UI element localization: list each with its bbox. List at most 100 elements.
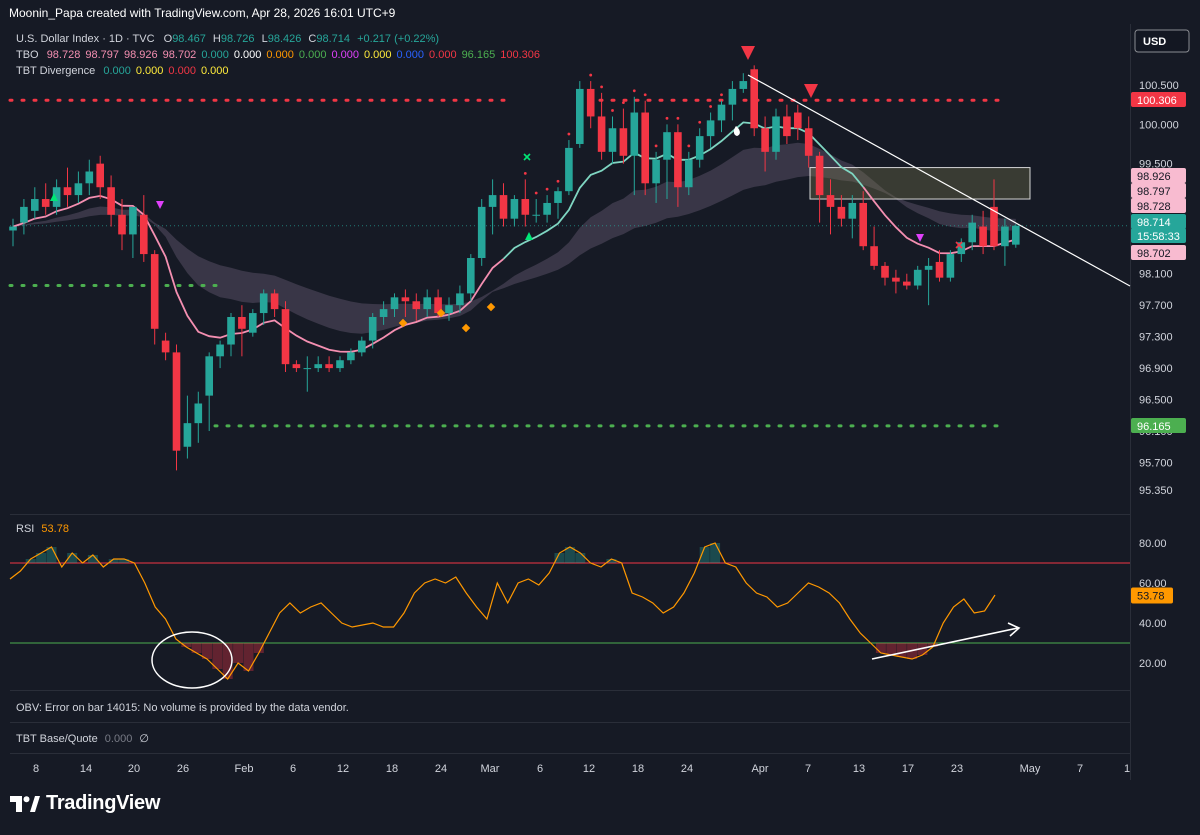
candle-58: [641, 100, 649, 196]
candle-67: [739, 73, 748, 93]
candle-48: [532, 199, 540, 223]
candle-85: [935, 250, 944, 282]
candle-body: [1012, 225, 1020, 245]
candle-46: [510, 195, 519, 227]
rsi-value: 53.78: [41, 523, 69, 535]
supply-zone-box: [809, 167, 1031, 200]
candle-body: [118, 214, 126, 235]
candle-body: [270, 293, 279, 310]
price-badge-text: 100.306: [1137, 95, 1177, 107]
time-tick-label: Mar: [481, 763, 500, 775]
candle-7: [85, 159, 94, 196]
dot-marker: [622, 101, 625, 104]
candle-77: [848, 195, 857, 239]
candle-73: [804, 116, 813, 168]
diamond-marker: [461, 323, 471, 333]
time-tick-label: 18: [386, 763, 398, 775]
candle-20: [227, 313, 235, 357]
price-badge: [1131, 245, 1186, 260]
tradingview-logo[interactable]: TradingView: [10, 792, 160, 815]
time-tick-label: 12: [337, 763, 349, 775]
candle-body: [837, 206, 846, 219]
tbo-value-7: 0.000: [299, 49, 327, 61]
ema-line-teal: [502, 121, 864, 260]
price-tick-label: 100.500: [1139, 80, 1179, 92]
candle-body: [586, 88, 595, 117]
time-tick-label: 26: [177, 763, 189, 775]
candle-body: [859, 202, 867, 247]
candle-body: [336, 360, 344, 369]
candle-body: [935, 261, 944, 278]
candle-40: [445, 297, 453, 321]
candle-body: [249, 313, 257, 333]
candle-1: [20, 199, 28, 235]
candle-body: [85, 171, 94, 184]
candle-body: [488, 195, 497, 207]
candle-body: [172, 352, 181, 451]
signal-markers: [50, 46, 963, 333]
dot-marker: [611, 109, 614, 112]
candle-body: [314, 364, 322, 369]
time-tick-label: 24: [681, 763, 693, 775]
candle-body: [619, 128, 628, 156]
candle-body: [477, 206, 486, 259]
candle-body: [9, 226, 17, 231]
candle-12: [140, 195, 148, 262]
candle-body: [467, 258, 475, 294]
candle-38: [423, 289, 431, 317]
cross-marker: [523, 153, 531, 161]
candle-32: [358, 336, 366, 357]
candle-17: [194, 391, 203, 443]
rsi-tick-label: 20.00: [1139, 658, 1167, 670]
time-axis: 8 14 20 26 Feb 6 12 18 24 Mar 6 12 18 24 Apr 7 13 17 23 May…: [33, 763, 1130, 775]
candle-body: [445, 305, 453, 314]
cross-marker: [955, 241, 963, 249]
candle-13: [150, 250, 159, 345]
price-badge: [1131, 228, 1186, 243]
candle-body: [1001, 226, 1009, 247]
currency-button[interactable]: [1134, 29, 1190, 53]
time-tick-label: 1: [1124, 763, 1130, 775]
time-tick-label: 14: [80, 763, 92, 775]
price-badge: [1131, 92, 1186, 107]
time-tick-label: 12: [583, 763, 595, 775]
candle-35: [390, 293, 399, 317]
trendline: [747, 74, 1131, 287]
descending-trendline: [747, 74, 1131, 287]
candle-4: [52, 179, 61, 215]
bearish-marker: [916, 234, 924, 242]
price-badge-text: 15:58:33: [1137, 231, 1180, 243]
candle-body: [227, 316, 235, 345]
tbo-value-2: 98.926: [124, 49, 158, 61]
time-tick-label: 18: [632, 763, 644, 775]
tbo-value-11: 0.000: [429, 49, 457, 61]
candle-body: [140, 214, 148, 255]
candle-9: [107, 175, 115, 227]
candle-55: [608, 116, 617, 164]
candle-88: [968, 214, 976, 251]
candle-21: [238, 305, 246, 357]
price-tick-label: 95.700: [1139, 457, 1173, 469]
candlesticks: [9, 65, 1020, 471]
tbt-bq-value: 0.000: [105, 733, 133, 745]
dot-marker: [720, 93, 723, 97]
candle-34: [379, 301, 388, 325]
candle-5: [63, 167, 72, 207]
candle-27: [303, 356, 312, 392]
sell-signal-marker: [741, 46, 755, 60]
candle-body: [281, 309, 290, 365]
candle-body: [892, 277, 900, 282]
price-badge-text: 96.165: [1137, 421, 1171, 433]
price-tick-label: 98.100: [1139, 269, 1173, 281]
candle-body: [608, 128, 617, 152]
open-value: 98.467: [172, 33, 206, 45]
chart-area[interactable]: 100.500 100.000 99.500 98.100 97.700 97.300 96…: [0, 24, 1200, 780]
candle-83: [913, 265, 922, 290]
rsi-legend: RSI 53.78: [16, 523, 69, 535]
candle-body: [674, 132, 682, 188]
dot-marker: [600, 85, 603, 89]
candle-86: [946, 250, 955, 282]
tbo-value-8: 0.000: [331, 49, 359, 61]
candle-15: [172, 344, 181, 471]
candle-body: [292, 364, 301, 369]
